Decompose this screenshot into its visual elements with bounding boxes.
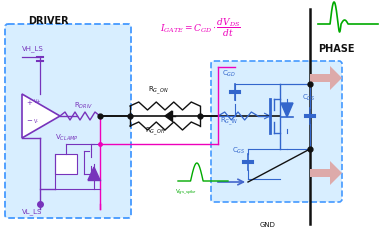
Text: PHASE: PHASE xyxy=(318,44,354,54)
Text: VH_LS: VH_LS xyxy=(22,45,44,52)
Text: R$_{DRIV}$: R$_{DRIV}$ xyxy=(74,100,93,111)
Text: V+: V+ xyxy=(34,99,41,103)
Text: V$_{gs\_spike}$: V$_{gs\_spike}$ xyxy=(175,187,197,196)
Polygon shape xyxy=(22,94,60,138)
Text: V-: V- xyxy=(34,119,39,123)
Text: C$_{DS}$: C$_{DS}$ xyxy=(302,93,316,103)
FancyBboxPatch shape xyxy=(5,25,131,218)
Text: −: − xyxy=(26,118,32,123)
Text: VL_LS: VL_LS xyxy=(22,207,42,214)
Text: V$_{CLAMP}$: V$_{CLAMP}$ xyxy=(55,132,78,143)
Text: +: + xyxy=(26,100,32,106)
Text: $\mathit{I}_{GATE} = \mathit{C}_{GD} \cdot \dfrac{dV_{DS}}{dt}$: $\mathit{I}_{GATE} = \mathit{C}_{GD} \cd… xyxy=(160,17,241,39)
Text: R$_{G\_ON}$: R$_{G\_ON}$ xyxy=(148,84,169,97)
Polygon shape xyxy=(88,167,100,180)
Text: DRIVER: DRIVER xyxy=(28,16,69,26)
Bar xyxy=(55,154,77,174)
Polygon shape xyxy=(310,161,342,185)
Text: R$_{G\_IN}$: R$_{G\_IN}$ xyxy=(220,115,238,127)
Polygon shape xyxy=(310,67,342,91)
Polygon shape xyxy=(165,112,172,122)
Text: C$_{GD}$: C$_{GD}$ xyxy=(222,69,236,79)
Text: R$_{G\_OFF}$: R$_{G\_OFF}$ xyxy=(145,125,168,137)
Text: C$_{GS}$: C$_{GS}$ xyxy=(232,145,246,155)
FancyBboxPatch shape xyxy=(211,62,342,202)
Polygon shape xyxy=(281,103,293,118)
Text: GND: GND xyxy=(260,221,276,227)
